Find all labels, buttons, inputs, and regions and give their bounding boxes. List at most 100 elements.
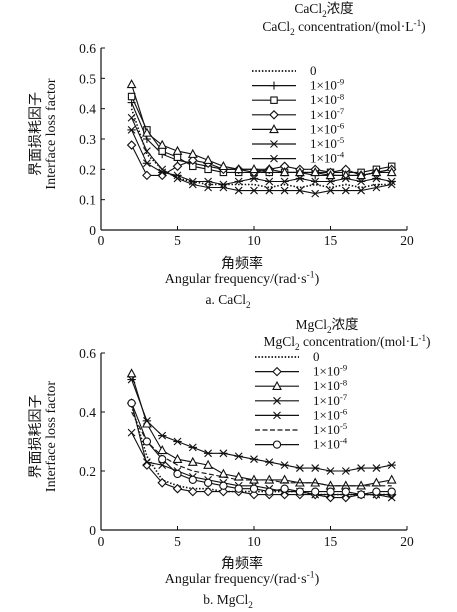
x-tick-label: 20 [400,233,414,248]
data-point [265,186,274,195]
y-tick-label: 0.4 [79,405,96,420]
data-point [173,437,182,446]
data-point [372,464,381,472]
legend-item: 1×10-9 [255,363,348,379]
data-point [357,186,365,195]
data-point [203,154,214,164]
data-point [173,153,182,161]
data-point [188,180,197,189]
data-point [356,490,366,499]
data-point [279,167,290,177]
data-point [387,180,396,189]
legend-label: 1×10-7 [310,106,345,122]
y-tick-label: 0.6 [79,41,96,56]
legend-title-cn: CaCl2浓度 [294,1,353,19]
data-point [172,161,183,172]
data-point [157,139,168,149]
data-point [172,145,183,155]
legend-title-en: MgCl2 concentration/(mol·L-1) [263,333,430,352]
legend-marker [272,440,282,449]
legend-marker [272,380,282,390]
x-tick-label: 10 [247,233,261,248]
data-point [372,183,381,192]
data-point [127,375,136,384]
data-point [295,174,305,183]
data-point [218,468,229,478]
legend-item: 1×10-8 [252,91,345,107]
legend-item: 0 [252,63,317,78]
x-axis-title-cn: 角频率 [221,255,263,272]
data-point [386,474,397,484]
data-point [126,368,137,378]
legend-item: 0 [255,349,320,364]
legend-item: 1×10-7 [255,392,348,408]
legend-label: 1×10-7 [313,392,348,408]
legend-title-cn: MgCl2浓度 [295,317,358,335]
legend-item: 1×10-4 [255,436,348,452]
data-point [234,452,243,461]
data-point [188,177,197,186]
data-point [280,186,289,195]
data-point [203,486,213,497]
data-point [265,177,274,186]
data-point [325,170,336,180]
data-point [265,487,274,496]
data-point [204,183,212,192]
data-point [127,398,136,408]
figure-caption: b. MgCl2 [203,592,253,610]
data-point [126,79,137,89]
data-point [158,461,167,469]
data-point [356,464,366,472]
legend-marker [269,154,279,163]
legend-label: 1×10-4 [310,150,345,166]
legend-item: 1×10-4 [252,150,345,166]
data-point [311,487,320,496]
data-point [172,483,183,494]
legend-label: 1×10-5 [313,421,348,437]
y-tick-label: 0.1 [79,193,96,208]
legend-item: 1×10-5 [252,135,345,151]
x-tick-label: 0 [98,534,105,549]
y-tick-label: 0.2 [79,464,96,479]
data-point [387,461,396,469]
data-point [356,170,367,180]
data-point [157,170,167,181]
data-point [372,174,381,183]
data-point [372,487,381,496]
data-point [142,460,152,470]
data-point [249,163,259,174]
series-line-6 [127,398,396,499]
y-tick-label: 0.5 [79,71,96,86]
data-point [341,487,350,496]
data-point [126,140,137,150]
y-axis-title-en: Interface loss factor [44,78,59,189]
data-point [341,174,350,183]
legend-item: 1×10-6 [255,406,348,422]
data-point [203,177,213,186]
data-point [158,455,167,464]
data-point [264,163,275,174]
data-point [172,453,183,463]
legend-label: 0 [313,349,320,364]
data-point [371,167,382,177]
data-point [219,449,228,458]
x-tick-label: 20 [400,534,414,549]
legend-label: 1×10-5 [310,135,345,151]
data-point [279,474,290,484]
data-point [142,416,152,425]
legend-label: 0 [310,63,317,78]
legend-label: 1×10-6 [313,406,348,422]
x-tick-label: 15 [324,233,338,248]
legend-label: 1×10-9 [310,77,345,93]
x-axis-title-cn: 角频率 [221,555,263,572]
data-point [218,160,229,171]
legend-label: 1×10-9 [313,363,348,379]
data-point [249,474,259,484]
data-point [295,487,305,496]
data-point [188,486,198,497]
data-point [325,492,336,503]
data-point [249,489,259,500]
legend-item: 1×10-5 [255,421,348,437]
y-tick-label: 0.2 [79,162,96,177]
